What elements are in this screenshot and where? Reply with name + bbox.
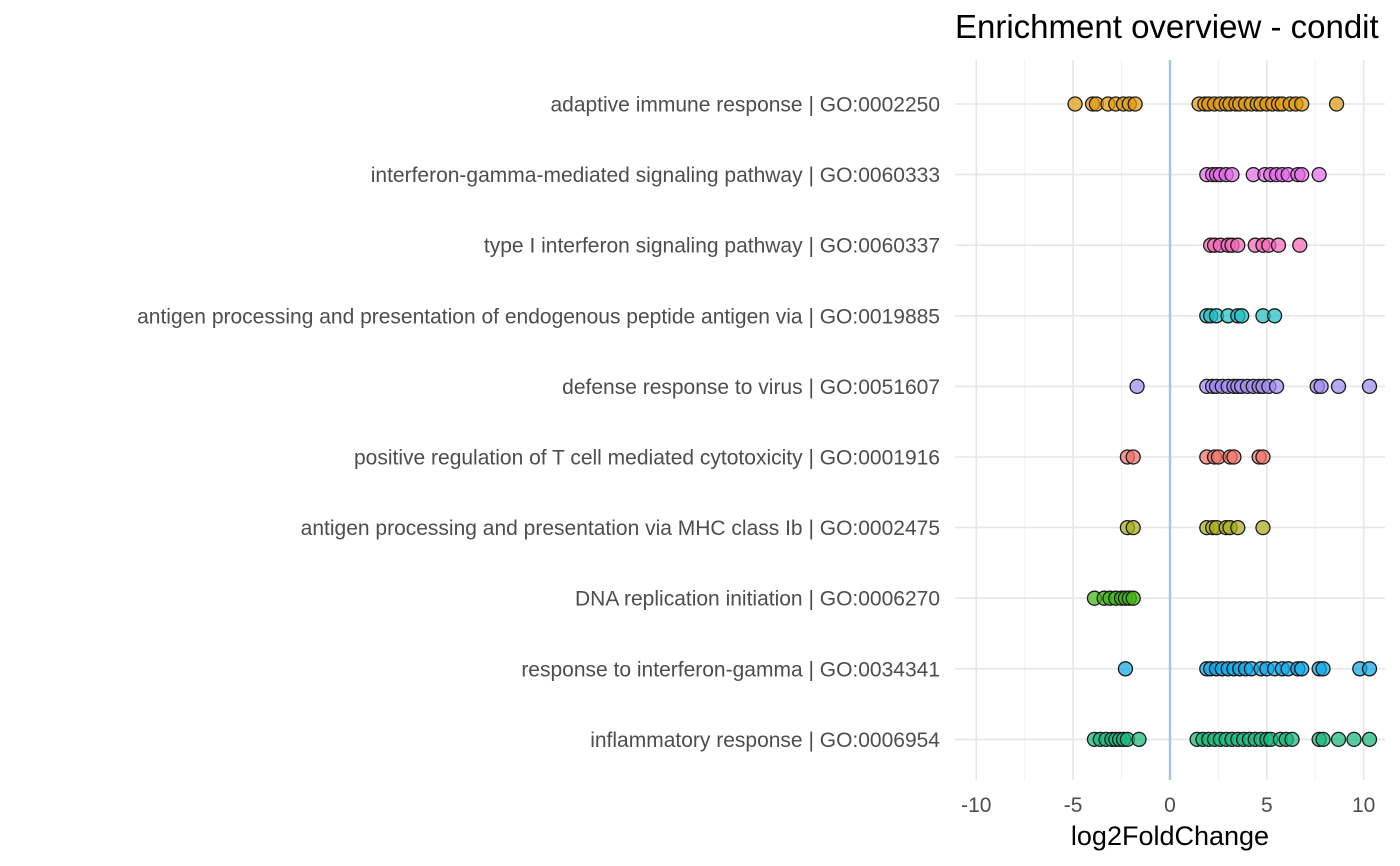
data-point (1129, 378, 1145, 395)
category-label: inflammatory response | GO:0006954 (590, 729, 940, 752)
category-label: DNA replication initiation | GO:0006270 (575, 588, 940, 611)
data-point (1255, 449, 1271, 465)
x-tick-label: -10 (961, 794, 991, 817)
data-point (1292, 237, 1308, 253)
category-label: response to interferon-gamma | GO:003434… (521, 658, 940, 681)
data-point (1361, 731, 1378, 748)
data-point (1294, 96, 1310, 112)
data-point (1125, 590, 1141, 606)
data-point (1125, 519, 1141, 536)
chart-title: Enrichment overview - condit (955, 8, 1379, 45)
data-point (1311, 166, 1327, 183)
data-point (1270, 237, 1287, 253)
data-point (1226, 449, 1242, 465)
category-label: defense response to virus | GO:0051607 (562, 376, 940, 399)
category-label: positive regulation of T cell mediated c… (354, 447, 940, 470)
data-point (1117, 661, 1134, 677)
x-tick-label: 5 (1261, 794, 1273, 817)
data-point (1294, 166, 1310, 183)
data-point (1313, 378, 1329, 395)
category-label: interferon-gamma-mediated signaling path… (371, 164, 940, 187)
data-point (1268, 378, 1285, 395)
data-point (1255, 519, 1271, 536)
x-tick-label: -5 (1064, 794, 1083, 817)
category-label: antigen processing and presentation via … (301, 517, 940, 540)
category-label: type I interferon signaling pathway | GO… (484, 235, 940, 258)
data-point (1266, 308, 1283, 324)
x-tick-label: 10 (1352, 794, 1375, 817)
category-labels: adaptive immune response | GO:0002250 int… (137, 94, 940, 752)
data-point (1330, 378, 1347, 395)
category-label: adaptive immune response | GO:0002250 (550, 94, 940, 117)
data-point (1127, 96, 1143, 112)
data-point (1315, 661, 1331, 677)
data-point (1294, 661, 1310, 677)
data-point (1315, 731, 1331, 748)
data-point (1330, 731, 1347, 748)
data-point (1125, 449, 1141, 465)
data-point (1067, 96, 1083, 112)
x-axis-title: log2FoldChange (1071, 821, 1269, 851)
data-point (1346, 731, 1362, 748)
data-point (1230, 237, 1246, 253)
data-point (1224, 166, 1240, 183)
data-point (1234, 308, 1250, 324)
data-point (1131, 731, 1147, 748)
data-point (1230, 519, 1246, 536)
data-point (1361, 378, 1378, 395)
data-point (1284, 731, 1300, 748)
data-point (1328, 96, 1345, 112)
x-tick-labels: -10 -5 0 5 10 (961, 794, 1375, 817)
category-label: antigen processing and presentation of e… (137, 305, 940, 328)
x-tick-label: 0 (1164, 794, 1176, 817)
points-layer (1067, 96, 1378, 748)
data-point (1361, 661, 1378, 677)
